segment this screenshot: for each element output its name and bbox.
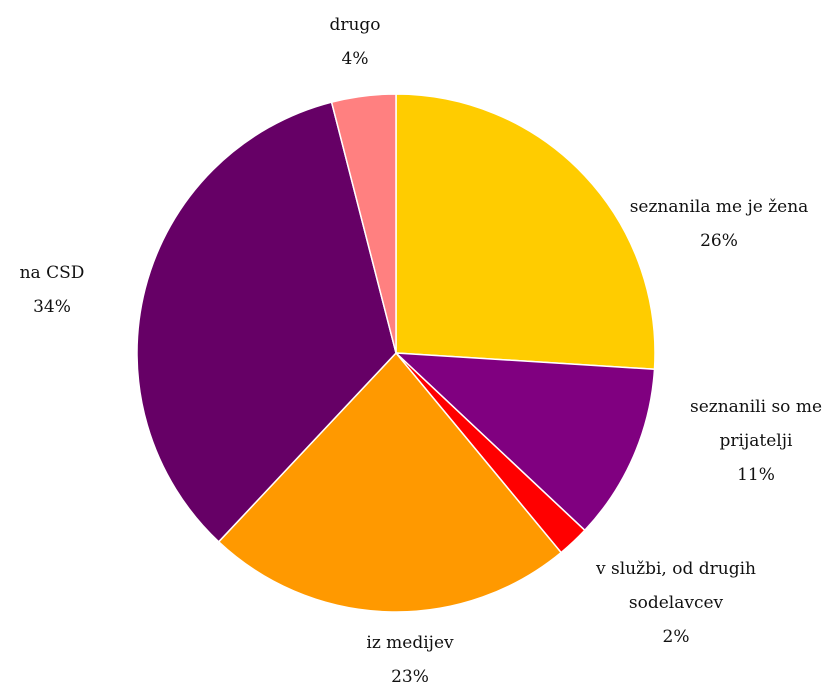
label-slice-1-name: seznanili so me prijatelji [689, 397, 823, 451]
label-slice-3-name: iz medijev [366, 633, 454, 653]
label-slice-0-value: 26% [700, 231, 738, 251]
label-slice-2: v službi, od drugih sodelavcev 2% [586, 552, 766, 654]
label-slice-2-name: v službi, od drugih sodelavcev [596, 559, 756, 613]
pie-slice-1 [393, 352, 656, 532]
label-slice-2-value: 2% [662, 627, 690, 647]
label-slice-3-value: 23% [391, 667, 429, 687]
label-slice-5: drugo 4% [329, 8, 380, 76]
label-slice-4-value: 34% [33, 297, 71, 317]
label-slice-4-name: na CSD [19, 263, 85, 283]
pie-slice-4 [136, 101, 397, 543]
label-slice-4: na CSD 34% [20, 256, 85, 324]
label-slice-5-value: 4% [341, 49, 369, 69]
pie-slice-3 [217, 351, 563, 613]
label-slice-0: seznanila me je žena 26% [630, 190, 809, 258]
label-slice-1: seznanili so me prijatelji 11% [671, 390, 835, 492]
pie-slice-5 [330, 93, 397, 354]
label-slice-1-value: 11% [737, 465, 775, 485]
label-slice-3: iz medijev 23% [366, 626, 453, 694]
label-slice-0-name: seznanila me je žena [629, 197, 809, 217]
label-slice-5-name: drugo [329, 15, 381, 35]
pie-slice-0 [395, 93, 656, 371]
